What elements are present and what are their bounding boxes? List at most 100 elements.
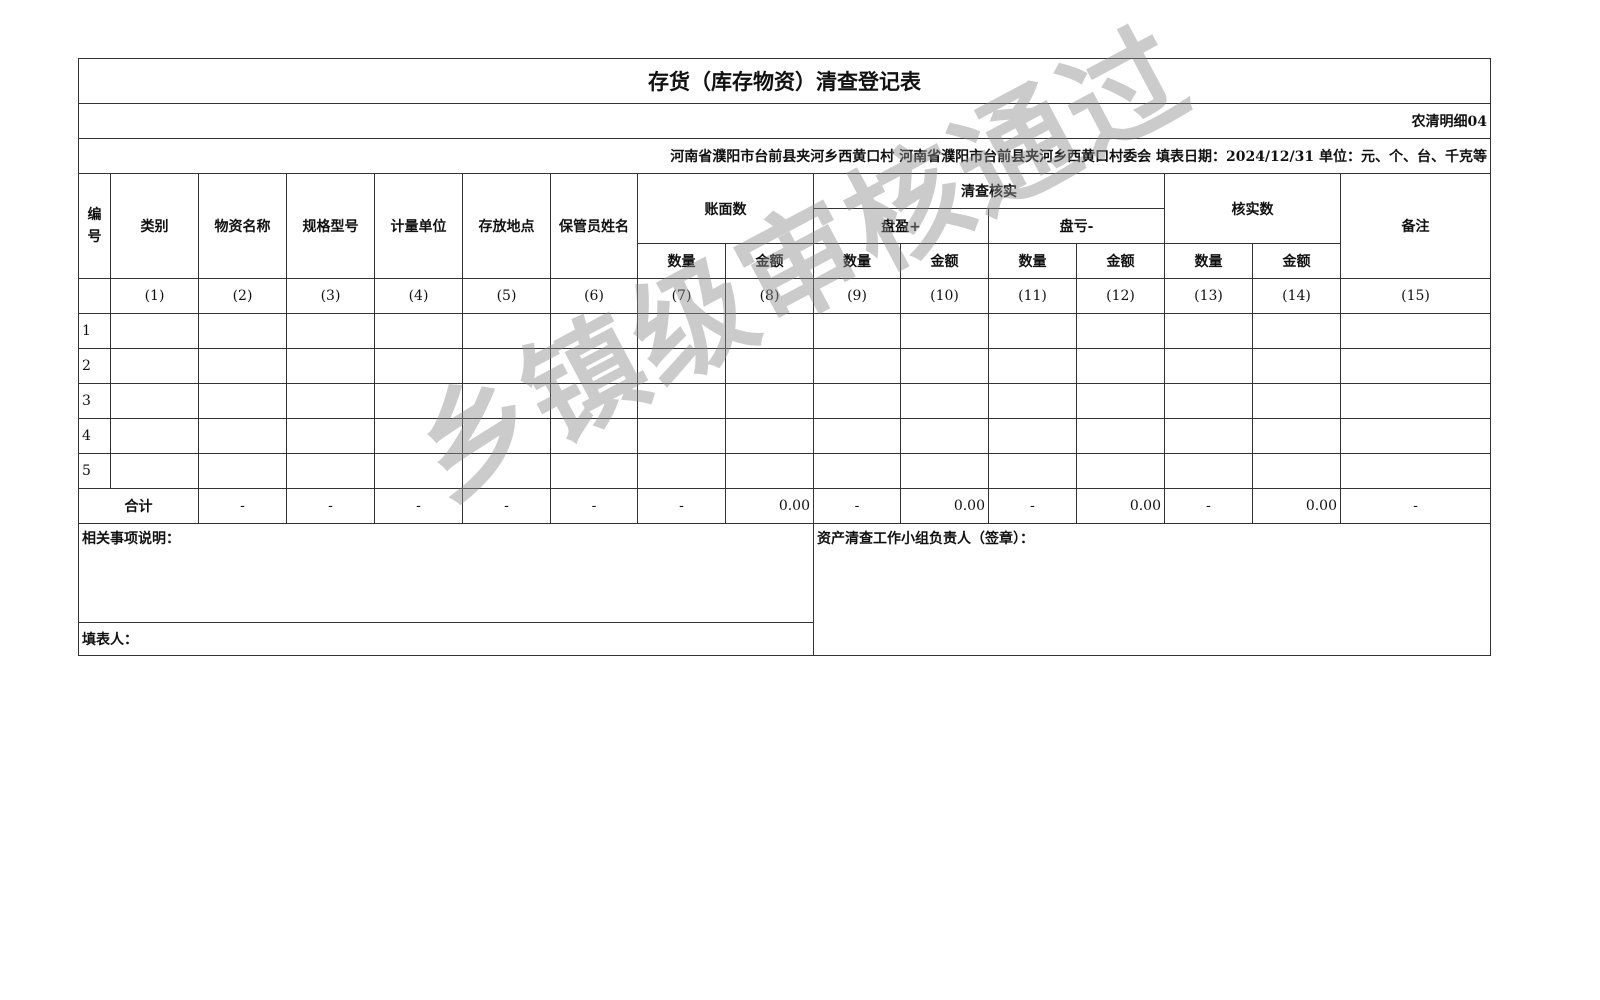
table-cell [462, 348, 551, 384]
table-cell [374, 418, 463, 454]
table-cell [900, 348, 989, 384]
table-cell [637, 313, 726, 349]
table-cell [637, 418, 726, 454]
table-row: 1 [78, 313, 1491, 349]
header-check: 清查核实 [813, 173, 1165, 209]
total-cell: 0.00 [725, 488, 814, 524]
header-verified: 核实数 [1164, 173, 1341, 244]
table-cell [110, 383, 199, 419]
table-cell [988, 383, 1077, 419]
column-number: (12) [1076, 278, 1165, 314]
table-cell [462, 418, 551, 454]
table-cell [1340, 383, 1491, 419]
column-number: (11) [988, 278, 1077, 314]
row-number: 4 [78, 418, 111, 454]
table-row: 4 [78, 418, 1491, 454]
header-category: 类别 [110, 173, 199, 279]
header-no: 编号 [78, 173, 111, 279]
table-cell [900, 313, 989, 349]
row-number: 1 [78, 313, 111, 349]
table-cell [110, 313, 199, 349]
column-number: (13) [1164, 278, 1253, 314]
header-qty: 数量 [1164, 243, 1253, 279]
table-cell [550, 418, 638, 454]
table-cell [725, 313, 814, 349]
total-cell: - [1340, 488, 1491, 524]
table-cell [550, 383, 638, 419]
table-cell [198, 313, 287, 349]
table-cell [286, 418, 375, 454]
table-cell [725, 348, 814, 384]
table-cell [900, 383, 989, 419]
table-cell [286, 383, 375, 419]
header-surplus: 盘盈+ [813, 208, 989, 244]
table-cell [1076, 383, 1165, 419]
info-line: 河南省濮阳市台前县夹河乡西黄口村 河南省濮阳市台前县夹河乡西黄口村委会 填表日期… [78, 138, 1491, 174]
table-cell [1340, 313, 1491, 349]
table-cell [1340, 418, 1491, 454]
header-book: 账面数 [637, 173, 814, 244]
table-cell [374, 453, 463, 489]
column-number: (14) [1252, 278, 1341, 314]
total-cell: - [374, 488, 463, 524]
total-cell: 0.00 [1252, 488, 1341, 524]
table-cell [462, 313, 551, 349]
header-qty: 数量 [813, 243, 901, 279]
row-number: 2 [78, 348, 111, 384]
table-cell [198, 418, 287, 454]
table-cell [813, 313, 901, 349]
table-cell [1252, 383, 1341, 419]
table-cell [462, 383, 551, 419]
table-cell [988, 313, 1077, 349]
table-row: 2 [78, 348, 1491, 384]
table-cell [198, 348, 287, 384]
table-row: 5 [78, 453, 1491, 489]
table-cell [1252, 418, 1341, 454]
num-blank [78, 278, 111, 314]
table-cell [286, 313, 375, 349]
table-cell [900, 418, 989, 454]
header-name: 物资名称 [198, 173, 287, 279]
column-number: (1) [110, 278, 199, 314]
total-cell: - [1164, 488, 1253, 524]
total-label: 合计 [78, 488, 199, 524]
row-number: 3 [78, 383, 111, 419]
column-number: (2) [198, 278, 287, 314]
table-cell [813, 348, 901, 384]
table-cell [900, 453, 989, 489]
table-cell [550, 453, 638, 489]
column-number: (4) [374, 278, 463, 314]
column-number: (7) [637, 278, 726, 314]
column-number: (8) [725, 278, 814, 314]
column-number: (9) [813, 278, 901, 314]
table-cell [725, 418, 814, 454]
total-cell: - [813, 488, 901, 524]
row-number: 5 [78, 453, 111, 489]
table-cell [110, 418, 199, 454]
table-cell [462, 453, 551, 489]
table-cell [374, 383, 463, 419]
table-cell [725, 453, 814, 489]
column-number: (5) [462, 278, 551, 314]
table-cell [286, 453, 375, 489]
inventory-form-table: 存货（库存物资）清查登记表 农清明细04 河南省濮阳市台前县夹河乡西黄口村 河南… [78, 58, 1491, 656]
table-cell [550, 348, 638, 384]
table-cell [1252, 453, 1341, 489]
total-cell: - [637, 488, 726, 524]
column-number: (6) [550, 278, 638, 314]
column-number: (10) [900, 278, 989, 314]
table-cell [813, 453, 901, 489]
table-cell [374, 313, 463, 349]
total-cell: - [286, 488, 375, 524]
notes-label: 相关事项说明： [78, 523, 814, 623]
total-cell: - [988, 488, 1077, 524]
table-cell [110, 348, 199, 384]
table-cell [813, 383, 901, 419]
table-cell [1252, 313, 1341, 349]
column-number: (15) [1340, 278, 1491, 314]
header-deficit: 盘亏- [988, 208, 1165, 244]
table-cell [1252, 348, 1341, 384]
table-cell [637, 383, 726, 419]
total-cell: 0.00 [900, 488, 989, 524]
table-cell [1340, 348, 1491, 384]
